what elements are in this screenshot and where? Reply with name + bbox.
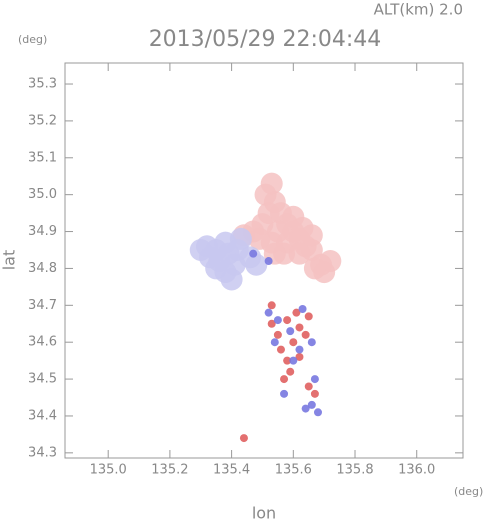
radar-echo: [303, 257, 326, 280]
radar-echo: [283, 356, 292, 365]
y-tick-label: 35.3: [28, 77, 57, 92]
radar-echo: [304, 382, 313, 391]
radar-echo: [310, 375, 319, 384]
radar-echo: [280, 389, 289, 398]
radar-echo: [273, 330, 282, 339]
y-tick-label: 34.5: [28, 372, 57, 387]
y-axis-label: lat: [0, 250, 19, 271]
radar-echo: [301, 404, 310, 413]
radar-echo: [270, 338, 279, 347]
y-tick-label: 35.2: [28, 113, 57, 128]
radar-echo: [264, 308, 273, 317]
radar-echo: [286, 327, 295, 336]
radar-echo: [292, 308, 301, 317]
y-tick-label: 35.1: [28, 150, 57, 165]
radar-echo: [310, 389, 319, 398]
radar-echo: [298, 304, 307, 313]
x-tick-label: 135.4: [213, 463, 250, 478]
x-tick-label: 135.2: [151, 463, 188, 478]
radar-echo: [264, 257, 273, 266]
radar-echo: [267, 319, 276, 328]
radar-echo: [295, 352, 304, 361]
y-tick-label: 34.7: [28, 298, 57, 313]
y-tick-label: 35.0: [28, 187, 57, 202]
radar-echo: [280, 375, 289, 384]
radar-echo: [249, 249, 258, 258]
x-tick-label: 135.8: [336, 463, 373, 478]
radar-echo: [307, 338, 316, 347]
radar-echo: [229, 227, 252, 250]
x-tick-label: 135.0: [90, 463, 127, 478]
x-tick-label: 136.0: [398, 463, 435, 478]
y-tick-label: 34.4: [28, 408, 57, 423]
radar-echo: [239, 434, 248, 443]
radar-echo: [273, 316, 282, 325]
x-unit: (deg): [454, 485, 483, 498]
radar-echo: [220, 268, 243, 291]
y-unit: (deg): [18, 33, 47, 46]
altitude-label: ALT(km) 2.0: [374, 1, 463, 19]
radar-echo: [288, 242, 311, 265]
y-tick-label: 34.8: [28, 261, 57, 276]
radar-echo: [289, 356, 298, 365]
radar-echo: [295, 345, 304, 354]
radar-echo: [189, 238, 212, 261]
y-tick-label: 34.3: [28, 445, 57, 460]
radar-echo: [301, 330, 310, 339]
radar-echo: [307, 400, 316, 409]
radar-echo: [245, 253, 268, 276]
radar-echo: [283, 316, 292, 325]
radar-echo: [304, 312, 313, 321]
plot-frame: [64, 62, 464, 459]
x-tick-label: 135.6: [275, 463, 312, 478]
chart-title: 2013/05/29 22:04:44: [149, 27, 382, 52]
x-axis-label: lon: [252, 504, 276, 522]
radar-echo: [295, 323, 304, 332]
radar-echo: [276, 345, 285, 354]
y-tick-label: 34.6: [28, 335, 57, 350]
radar-echo: [205, 257, 228, 280]
radar-echo: [286, 367, 295, 376]
y-tick-label: 34.9: [28, 224, 57, 239]
radar-echo: [289, 338, 298, 347]
radar-echo: [267, 301, 276, 310]
radar-echo: [254, 183, 277, 206]
radar-echo: [313, 408, 322, 417]
radar-echo: [300, 224, 323, 247]
